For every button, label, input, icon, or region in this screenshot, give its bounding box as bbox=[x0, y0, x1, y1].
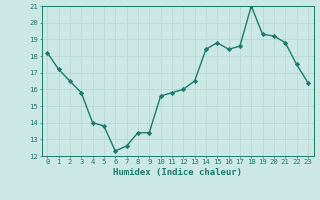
X-axis label: Humidex (Indice chaleur): Humidex (Indice chaleur) bbox=[113, 168, 242, 177]
